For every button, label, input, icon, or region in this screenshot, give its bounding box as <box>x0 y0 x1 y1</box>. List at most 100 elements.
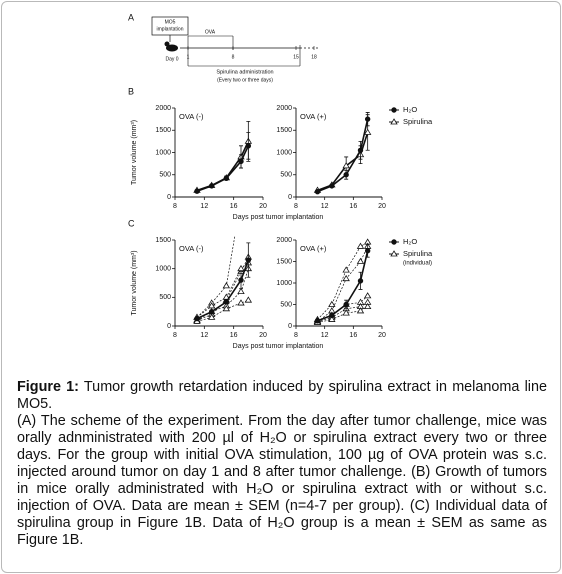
data-point <box>357 147 364 153</box>
ova-label: OVA <box>205 29 216 35</box>
data-point <box>363 128 372 135</box>
day-label: 8 <box>232 54 235 60</box>
data-point <box>342 309 350 316</box>
y-tick-label: 500 <box>159 294 171 301</box>
data-point <box>238 197 244 202</box>
data-point <box>245 257 252 263</box>
y-tick-label: 500 <box>159 172 171 179</box>
y-tick-label: 1500 <box>155 127 171 134</box>
chart-title: OVA (-) <box>179 244 204 253</box>
admin-note: (Every two or three days) <box>217 77 273 83</box>
data-point <box>222 305 231 312</box>
data-point <box>223 299 230 305</box>
x-tick-label: 12 <box>321 203 329 210</box>
legend-marker <box>390 118 398 125</box>
x-tick-label: 20 <box>378 332 386 339</box>
legend-marker <box>391 107 397 113</box>
y-tick-label: 1500 <box>155 237 171 244</box>
series-line <box>317 241 368 320</box>
data-point <box>328 300 336 307</box>
x-tick-label: 20 <box>378 203 386 210</box>
y-tick-label: 2000 <box>276 105 292 112</box>
y-axis-label: Tumor volume (mm³) <box>131 120 138 185</box>
data-point <box>314 318 321 324</box>
x-tick-label: 16 <box>349 332 357 339</box>
data-point <box>222 282 231 289</box>
chart-title: OVA (+) <box>300 112 327 121</box>
caption-label: Figure 1: <box>17 379 79 395</box>
y-tick-label: 0 <box>167 323 171 330</box>
legend-marker <box>391 239 397 245</box>
legend-label: H₂O <box>403 237 417 246</box>
data-point <box>342 266 350 273</box>
y-tick-label: 1000 <box>155 266 171 273</box>
data-point <box>208 183 215 189</box>
legend-marker <box>390 250 398 257</box>
y-tick-label: 0 <box>288 194 292 201</box>
data-point <box>329 312 335 318</box>
data-point <box>329 183 335 189</box>
x-tick-label: 8 <box>173 203 177 210</box>
plot-area <box>193 197 253 324</box>
x-tick-label: 8 <box>294 203 298 210</box>
data-point <box>237 287 245 294</box>
data-point <box>356 257 365 264</box>
y-tick-label: 0 <box>167 194 171 201</box>
day-label: 1 <box>187 54 190 60</box>
figure-graphics: A MO5 implantation Day 0 OVA Spirulina a… <box>128 12 433 349</box>
data-point <box>223 175 230 182</box>
data-point <box>343 301 349 308</box>
caption-title: Figure 1: Tumor growth retardation induc… <box>17 379 547 413</box>
plot-area <box>193 120 253 194</box>
legend-note: (individual) <box>403 261 432 267</box>
box-text: MO5 <box>165 19 176 25</box>
series-line <box>196 236 236 318</box>
caption-body: (A) The scheme of the experiment. From t… <box>17 413 547 548</box>
plot-area <box>313 112 372 195</box>
day-label: 15 <box>293 54 299 60</box>
panel-label: C <box>128 218 135 228</box>
y-tick-label: 2000 <box>155 105 171 112</box>
y-tick-label: 1000 <box>155 149 171 156</box>
data-point <box>244 296 253 303</box>
data-point <box>363 302 372 310</box>
x-tick-label: 20 <box>259 332 267 339</box>
data-point <box>238 158 244 165</box>
data-point <box>356 242 365 249</box>
data-point <box>364 248 371 254</box>
x-tick-label: 16 <box>230 203 238 210</box>
legend-label: Spirulina <box>403 249 433 258</box>
y-tick-label: 0 <box>288 323 292 330</box>
y-axis-label: Tumor volume (mm³) <box>131 250 138 315</box>
panel-label: A <box>128 12 134 22</box>
y-tick-label: 500 <box>280 301 292 308</box>
y-tick-label: 500 <box>280 172 292 179</box>
box-text: implantation <box>157 26 184 32</box>
data-point <box>237 264 245 272</box>
data-point <box>194 188 200 194</box>
caption-title-text: Tumor growth retardation induced by spir… <box>17 379 547 412</box>
data-point <box>343 172 349 178</box>
day-label: 18 <box>311 54 317 60</box>
data-point <box>237 299 245 306</box>
data-point <box>342 274 350 282</box>
y-tick-label: 1000 <box>276 280 292 287</box>
x-tick-label: 16 <box>349 203 357 210</box>
data-point <box>342 162 350 169</box>
y-tick-label: 2000 <box>276 237 292 244</box>
chart-title: OVA (+) <box>300 244 327 253</box>
x-axis-label: Days post tumor implantation <box>233 214 324 221</box>
data-point <box>194 315 200 322</box>
x-tick-label: 8 <box>294 332 298 339</box>
mouse-icon <box>166 44 178 52</box>
data-point <box>245 143 252 149</box>
x-tick-label: 12 <box>200 203 208 210</box>
x-tick-label: 20 <box>259 203 267 210</box>
data-point <box>363 292 372 299</box>
data-point <box>328 315 336 322</box>
data-point <box>314 188 321 195</box>
panel-label: B <box>128 86 134 96</box>
data-point <box>208 308 215 315</box>
x-tick-label: 16 <box>230 332 238 339</box>
